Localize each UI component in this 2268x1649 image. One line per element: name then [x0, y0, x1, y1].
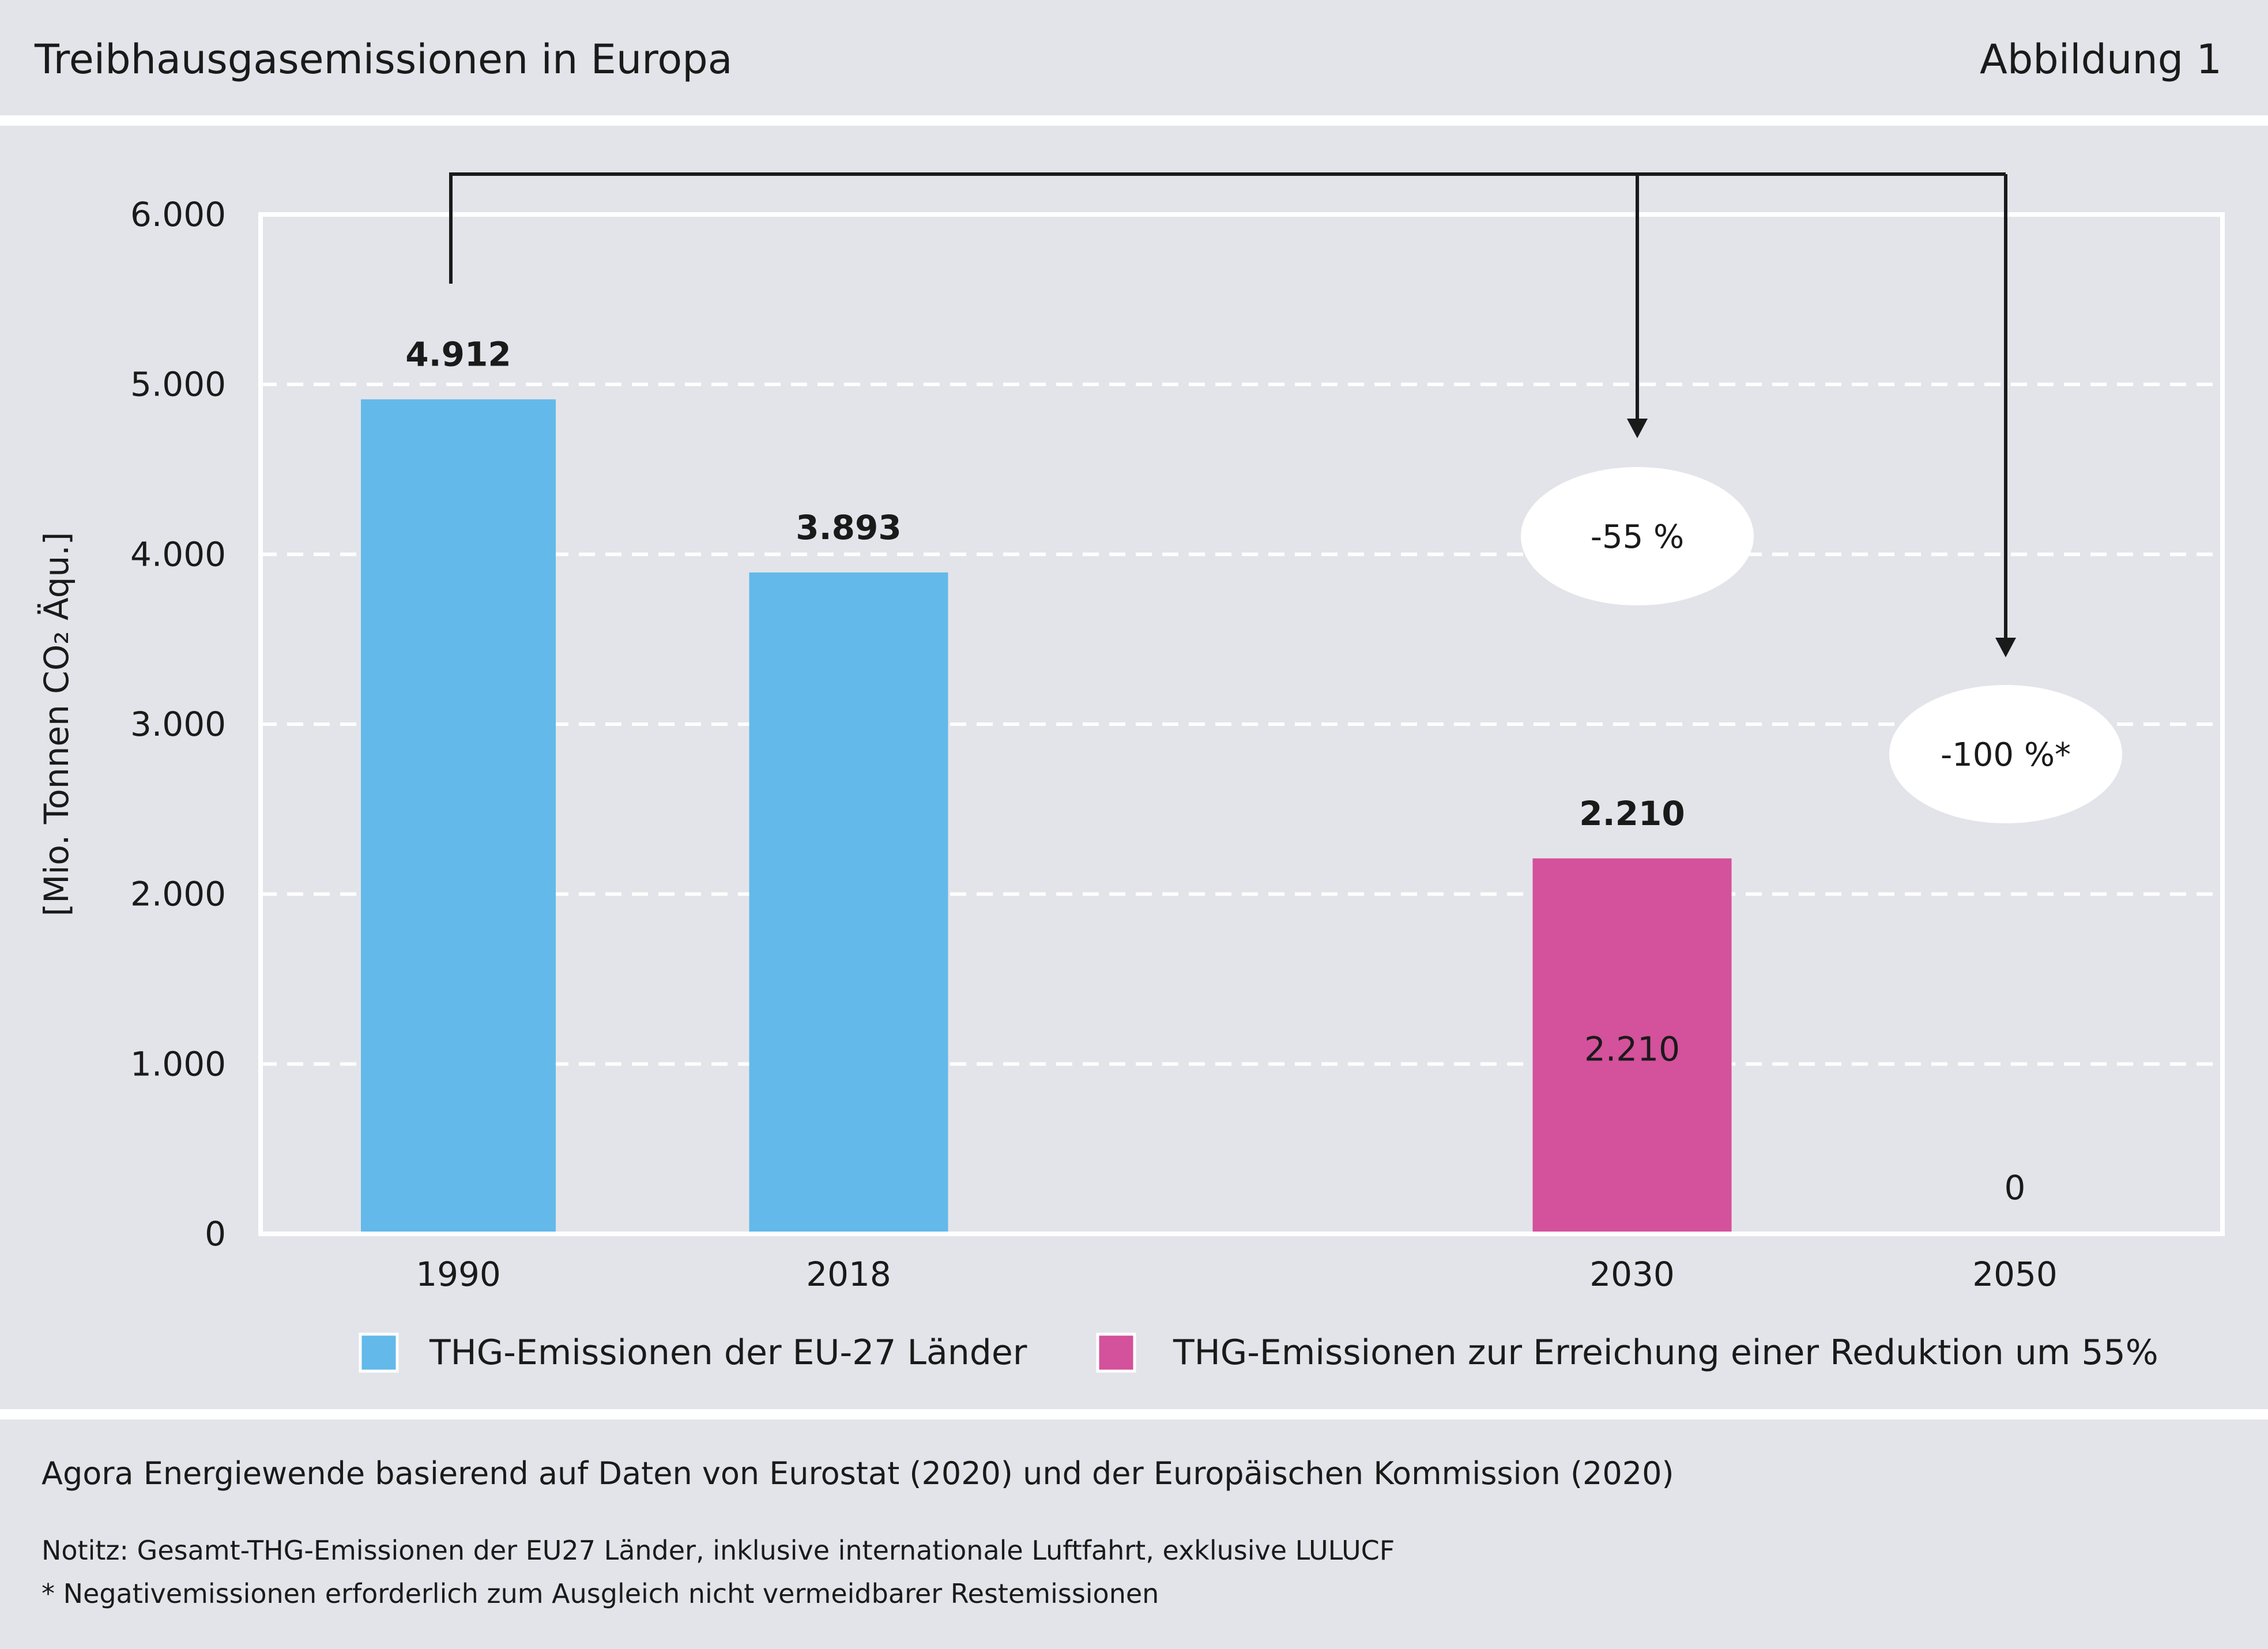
- bar-chart: 0 1.000 2.000 3.000 4.000 5.000 6.000 [Mio. Ton…: [37, 172, 2225, 1373]
- x-tick-label: 2050: [1972, 1255, 2058, 1294]
- annotation-arrowhead: [1995, 638, 2016, 657]
- data-label: 4.912: [405, 335, 511, 374]
- data-label: 3.893: [796, 508, 901, 547]
- legend-label: THG-Emissionen zur Erreichung einer Redu…: [1173, 1332, 2158, 1373]
- x-tick-label: 2030: [1589, 1255, 1675, 1294]
- bar-2018: [749, 572, 948, 1232]
- bar-2030: [1532, 858, 1732, 1232]
- y-tick-label: 5.000: [130, 365, 226, 404]
- bottom-divider: [0, 1409, 2268, 1420]
- y-tick-label: 2.000: [130, 875, 226, 914]
- x-tick-label: 1990: [416, 1255, 501, 1294]
- annotation-bubble: [1889, 685, 2122, 823]
- y-tick-label: 1.000: [130, 1044, 226, 1083]
- bar-inner-label: 2.210: [1584, 1029, 1680, 1068]
- y-axis-label: [Mio. Tonnen CO₂ Äqu.]: [37, 532, 76, 917]
- y-tick-label: 6.000: [130, 195, 226, 234]
- top-divider: [0, 115, 2268, 126]
- annotation-bracket: [449, 172, 2006, 284]
- data-label: 0: [2005, 1168, 2026, 1207]
- annotation-bubble: [1521, 467, 1754, 605]
- y-tick-label: 0: [205, 1214, 226, 1253]
- legend-swatch: [359, 1332, 399, 1373]
- x-tick-label: 2018: [806, 1255, 891, 1294]
- y-tick-label: 4.000: [130, 534, 226, 574]
- note-text: Notitz: Gesamt-THG-Emissionen der EU27 L…: [42, 1535, 1395, 1566]
- header: Treibhausgasemissionen in Europa Abbildu…: [0, 0, 2268, 115]
- annotation-arrowhead: [1627, 419, 1648, 438]
- legend-swatch: [1096, 1332, 1136, 1373]
- data-label: 2.210: [1579, 794, 1685, 833]
- y-tick-label: 3.000: [130, 705, 226, 744]
- chart-title: Treibhausgasemissionen in Europa: [35, 36, 733, 83]
- bar-1990: [361, 399, 556, 1232]
- footnote-text: * Negativemissionen erforderlich zum Aus…: [42, 1578, 1159, 1609]
- source-text: Agora Energiewende basierend auf Daten v…: [42, 1455, 1674, 1492]
- annotation-label: -100 %*: [1941, 736, 2071, 774]
- legend-label: THG-Emissionen der EU-27 Länder: [429, 1332, 1027, 1373]
- annotation-label: -55 %: [1591, 518, 1684, 556]
- figure-label: Abbildung 1: [1979, 36, 2222, 83]
